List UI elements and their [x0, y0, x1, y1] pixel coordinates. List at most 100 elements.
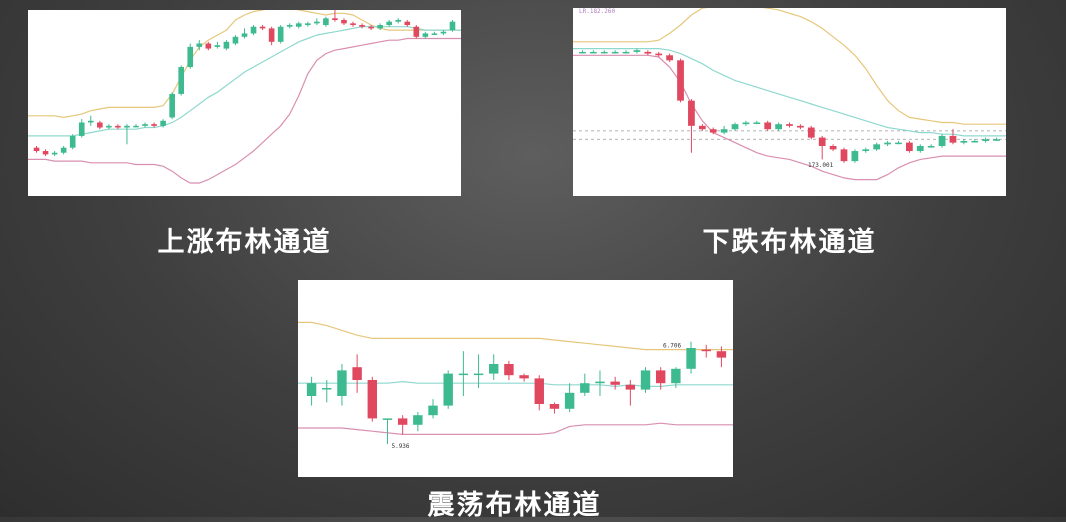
- candle-body: [431, 33, 438, 35]
- candle: [644, 50, 652, 56]
- candle-body: [519, 375, 529, 379]
- candle-body: [580, 383, 590, 393]
- candle: [124, 124, 130, 145]
- candle-body: [332, 18, 338, 20]
- candle-body: [268, 28, 275, 42]
- candle: [106, 124, 112, 130]
- caption-ranging: 震荡布林通道: [427, 490, 602, 521]
- candle: [504, 360, 514, 380]
- middle-band-line: [28, 26, 461, 137]
- candle: [851, 149, 859, 163]
- candle-body: [595, 381, 605, 384]
- candle-body: [862, 149, 870, 152]
- candle: [698, 124, 706, 131]
- caption-falling: 下跌布林通道: [702, 227, 877, 258]
- top-price-label: LR.182.260: [579, 8, 616, 15]
- candle-body: [949, 135, 957, 143]
- candle-body: [42, 151, 49, 155]
- candle-body: [993, 139, 1000, 141]
- candle-body: [205, 43, 212, 49]
- candle-body: [489, 364, 499, 374]
- candle-body: [671, 368, 681, 384]
- candle: [178, 65, 185, 96]
- high-price-label: 6.706: [663, 343, 681, 350]
- candle: [337, 364, 347, 406]
- candle: [600, 50, 608, 54]
- candle: [797, 124, 804, 130]
- candle-body: [753, 122, 761, 124]
- candle: [519, 373, 529, 382]
- candle-body: [720, 129, 728, 133]
- candle: [350, 21, 356, 27]
- candle: [314, 18, 320, 26]
- candle-body: [323, 18, 329, 26]
- candle: [97, 120, 103, 130]
- candle-body: [241, 33, 248, 37]
- candle: [982, 137, 990, 143]
- candle: [731, 122, 739, 131]
- low-price-label: 5.936: [391, 443, 409, 450]
- falling-bollinger-chart: 173.001 LR.182.260: [573, 8, 1006, 181]
- ranging-bollinger-chart: 5.936 6.706: [298, 321, 733, 450]
- candle: [449, 20, 456, 32]
- candle-body: [807, 127, 815, 138]
- candle-body: [322, 388, 332, 390]
- candle: [250, 25, 257, 36]
- candle: [223, 40, 230, 51]
- candle: [829, 144, 837, 152]
- candle-body: [106, 125, 112, 128]
- candle-body: [277, 26, 284, 42]
- candle: [306, 376, 317, 406]
- candle-body: [196, 43, 203, 47]
- candle: [295, 21, 302, 29]
- candle-body: [304, 23, 311, 26]
- candle: [971, 139, 979, 143]
- candle: [938, 134, 946, 148]
- candle-body: [214, 45, 221, 47]
- candle: [413, 25, 420, 39]
- candle: [332, 10, 338, 22]
- candle: [133, 124, 139, 128]
- candle-body: [232, 36, 239, 44]
- lower-band-line: [573, 54, 1006, 181]
- candle: [549, 402, 560, 414]
- candle: [807, 125, 815, 140]
- candle: [786, 122, 793, 128]
- candle: [534, 375, 544, 411]
- candle: [259, 25, 266, 31]
- candle: [42, 149, 49, 157]
- candle: [579, 50, 586, 54]
- candle-body: [797, 125, 804, 128]
- candle-body: [633, 50, 641, 52]
- candle-body: [840, 149, 848, 162]
- candle: [87, 115, 94, 126]
- candle: [33, 146, 40, 153]
- candle-body: [382, 418, 393, 420]
- lower-band-line: [298, 422, 733, 435]
- candle: [655, 367, 666, 390]
- candle-body: [579, 51, 586, 54]
- candle-body: [337, 370, 347, 396]
- lower-band-line: [28, 37, 461, 184]
- candle: [382, 418, 393, 444]
- candle-body: [69, 135, 76, 148]
- candle: [625, 380, 636, 406]
- candle-body: [352, 367, 362, 380]
- candle-body: [504, 364, 514, 376]
- candle-body: [938, 135, 946, 146]
- candle-body: [133, 125, 139, 128]
- candle-body: [622, 51, 630, 54]
- candle: [753, 120, 761, 125]
- candle: [671, 367, 681, 388]
- candle-body: [314, 21, 320, 24]
- candle-body: [395, 20, 402, 22]
- candle-body: [884, 142, 891, 145]
- candle-body: [428, 405, 438, 416]
- candle: [60, 146, 67, 155]
- candle: [404, 20, 411, 27]
- candle-body: [78, 122, 85, 136]
- candle-body: [473, 373, 484, 376]
- candle-body: [359, 25, 365, 27]
- upper-band-line: [298, 321, 733, 351]
- candle: [169, 92, 175, 120]
